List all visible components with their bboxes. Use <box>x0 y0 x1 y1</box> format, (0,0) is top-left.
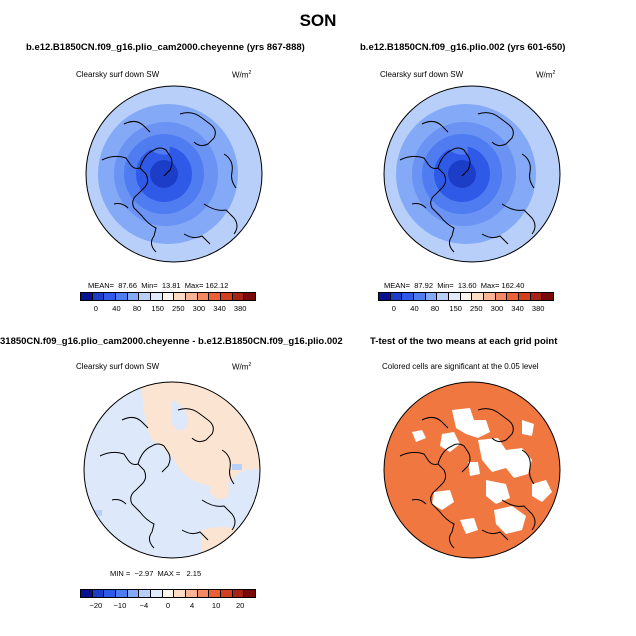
panel3-units: W/m2 <box>232 362 252 372</box>
colorbar-swatch <box>209 293 222 300</box>
panel2-title: b.e12.B1850CN.f09_g16.plio.002 (yrs 601-… <box>360 42 566 53</box>
colorbar-swatch <box>116 590 128 597</box>
colorbar-swatch <box>472 293 485 300</box>
colorbar-swatch <box>104 590 117 597</box>
colorbar-swatch <box>484 293 496 300</box>
colorbar-swatch <box>244 590 256 597</box>
panel1-subtitle: Clearsky surf down SW <box>76 70 160 79</box>
colorbar-tick-label: 300 <box>192 304 206 313</box>
colorbar-swatch <box>209 590 222 597</box>
colorbar-tick-label: 4 <box>189 601 195 610</box>
colorbar-tick-label: −10 <box>113 601 127 610</box>
colorbar-tick-label: 340 <box>213 304 226 313</box>
colorbar-tick-label: 380 <box>233 304 247 313</box>
panel3-colorbar <box>80 589 256 598</box>
colorbar-swatch <box>379 293 391 300</box>
colorbar-swatch <box>92 293 105 300</box>
colorbar-swatch <box>449 293 461 300</box>
panel3-stats: MIN = −2.97 MAX = 2.15 <box>110 569 202 578</box>
colorbar-swatch <box>151 590 163 597</box>
colorbar-swatch <box>92 590 105 597</box>
colorbar-tick-label: 80 <box>430 304 440 313</box>
colorbar-swatch <box>139 293 152 300</box>
panel4-subtitle: Colored cells are significant at the 0.0… <box>382 362 539 371</box>
panel1-map <box>85 85 263 263</box>
colorbar-swatch <box>437 293 450 300</box>
colorbar-swatch <box>151 293 163 300</box>
colorbar-swatch <box>186 590 198 597</box>
panel2-map <box>383 85 561 263</box>
panel4-title: T-test of the two means at each grid poi… <box>370 336 558 347</box>
panel3-subtitle: Clearsky surf down SW <box>76 362 160 371</box>
colorbar-swatch <box>81 590 93 597</box>
colorbar-swatch <box>507 293 520 300</box>
colorbar-tick-label: 150 <box>151 304 164 313</box>
colorbar-swatch <box>174 293 187 300</box>
colorbar-tick-label: 250 <box>172 304 185 313</box>
colorbar-tick-label: 0 <box>391 304 396 313</box>
colorbar-swatch <box>221 590 233 597</box>
panel2-subtitle: Clearsky surf down SW <box>380 70 464 79</box>
panel1-colorbar <box>80 292 256 301</box>
colorbar-swatch <box>116 293 128 300</box>
colorbar-swatch <box>174 590 187 597</box>
panel1-units: W/m2 <box>232 70 252 80</box>
colorbar-tick-label: −4 <box>139 601 149 610</box>
colorbar-tick-label: 0 <box>165 601 171 610</box>
colorbar-swatch <box>127 590 140 597</box>
colorbar-swatch <box>232 590 245 597</box>
panel2-stats: MEAN= 87.92 Min= 13.60 Max= 162.40 <box>384 281 525 290</box>
colorbar-tick-label: 10 <box>211 601 221 610</box>
colorbar-swatch <box>232 293 245 300</box>
colorbar-swatch <box>530 293 543 300</box>
colorbar-swatch <box>402 293 415 300</box>
colorbar-swatch <box>414 293 426 300</box>
colorbar-swatch <box>197 293 210 300</box>
colorbar-swatch <box>197 590 210 597</box>
colorbar-swatch <box>104 293 117 300</box>
colorbar-swatch <box>186 293 198 300</box>
colorbar-tick-label: 250 <box>470 304 483 313</box>
colorbar-swatch <box>495 293 508 300</box>
panel3-title: 31850CN.f09_g16.plio_cam2000.cheyenne - … <box>0 336 343 347</box>
panel3-map <box>83 381 261 559</box>
colorbar-swatch <box>162 293 175 300</box>
colorbar-tick-label: 40 <box>112 304 121 313</box>
colorbar-swatch <box>127 293 140 300</box>
colorbar-tick-label: 0 <box>93 304 98 313</box>
colorbar-swatch <box>390 293 403 300</box>
panel2-units: W/m2 <box>536 70 556 80</box>
season-title: SON <box>299 11 337 30</box>
colorbar-swatch <box>519 293 531 300</box>
colorbar-swatch <box>139 590 152 597</box>
colorbar-swatch <box>162 590 175 597</box>
colorbar-tick-label: 380 <box>531 304 545 313</box>
colorbar-swatch <box>425 293 438 300</box>
colorbar-tick-label: 340 <box>511 304 524 313</box>
colorbar-tick-label: 150 <box>449 304 462 313</box>
panel2-colorbar <box>378 292 554 301</box>
colorbar-tick-label: 300 <box>490 304 504 313</box>
colorbar-swatch <box>221 293 233 300</box>
colorbar-swatch <box>542 293 554 300</box>
colorbar-tick-label: −20 <box>89 601 103 610</box>
colorbar-swatch <box>244 293 256 300</box>
panel4-map <box>383 381 561 559</box>
panel1-title: b.e12.B1850CN.f09_g16.plio_cam2000.cheye… <box>26 42 305 53</box>
colorbar-swatch <box>460 293 473 300</box>
colorbar-tick-label: 20 <box>235 601 245 610</box>
panel1-stats: MEAN= 87.66 Min= 13.81 Max= 162.12 <box>88 281 229 290</box>
colorbar-swatch <box>81 293 93 300</box>
colorbar-tick-label: 40 <box>410 304 419 313</box>
colorbar-tick-label: 80 <box>132 304 142 313</box>
